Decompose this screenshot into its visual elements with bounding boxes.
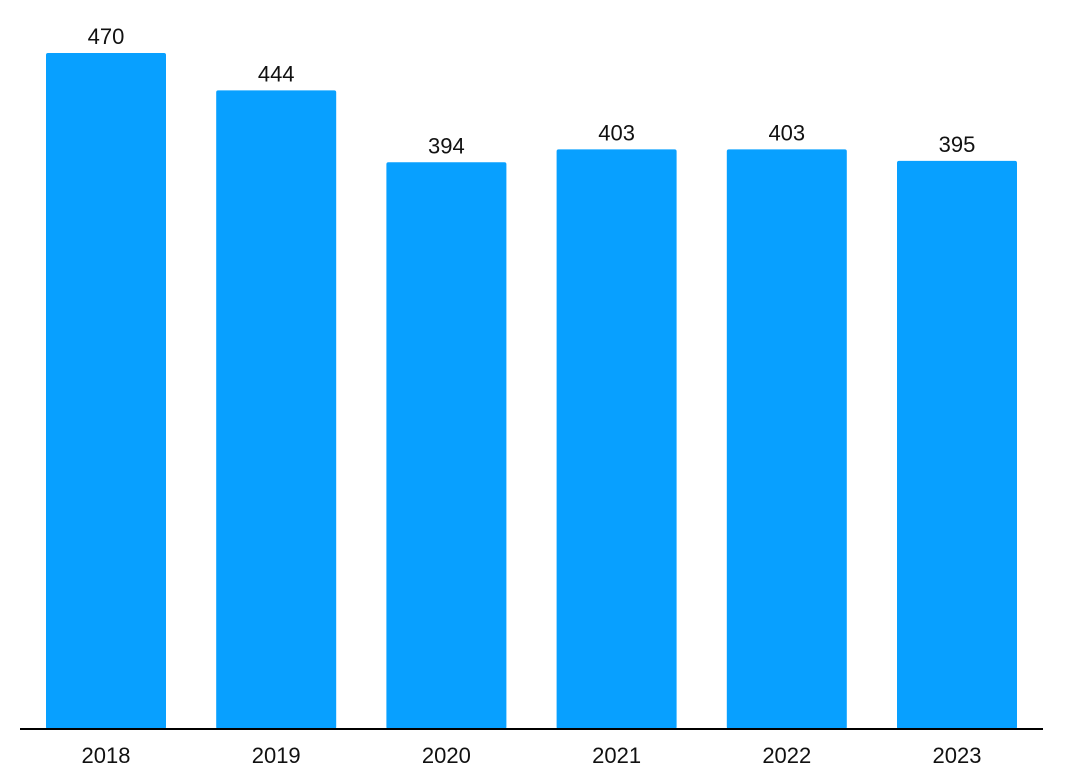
bar-2021 bbox=[556, 149, 677, 729]
bar-2019 bbox=[216, 90, 337, 729]
bar-2018 bbox=[46, 53, 166, 729]
data-label-2021: 403 bbox=[598, 120, 635, 145]
data-label-2019: 444 bbox=[258, 61, 295, 86]
x-tick-label-2022: 2022 bbox=[762, 743, 811, 768]
data-label-2022: 403 bbox=[768, 120, 805, 145]
data-label-2018: 470 bbox=[88, 24, 125, 49]
x-tick-label-2020: 2020 bbox=[422, 743, 471, 768]
bar-2022 bbox=[726, 149, 847, 729]
x-tick-label-2018: 2018 bbox=[82, 743, 131, 768]
x-tick-label-2019: 2019 bbox=[252, 743, 301, 768]
x-tick-label-2021: 2021 bbox=[592, 743, 641, 768]
bar-2020 bbox=[386, 162, 507, 730]
data-label-2023: 395 bbox=[939, 132, 976, 157]
bar-2023 bbox=[897, 160, 1017, 729]
bars-group bbox=[46, 53, 1017, 730]
data-label-2020: 394 bbox=[428, 133, 465, 158]
data-labels-group: 470 444 394 403 403 395 bbox=[88, 24, 976, 158]
x-tick-labels-group: 2018 2019 2020 2021 2022 2023 bbox=[82, 743, 982, 768]
x-tick-label-2023: 2023 bbox=[933, 743, 982, 768]
